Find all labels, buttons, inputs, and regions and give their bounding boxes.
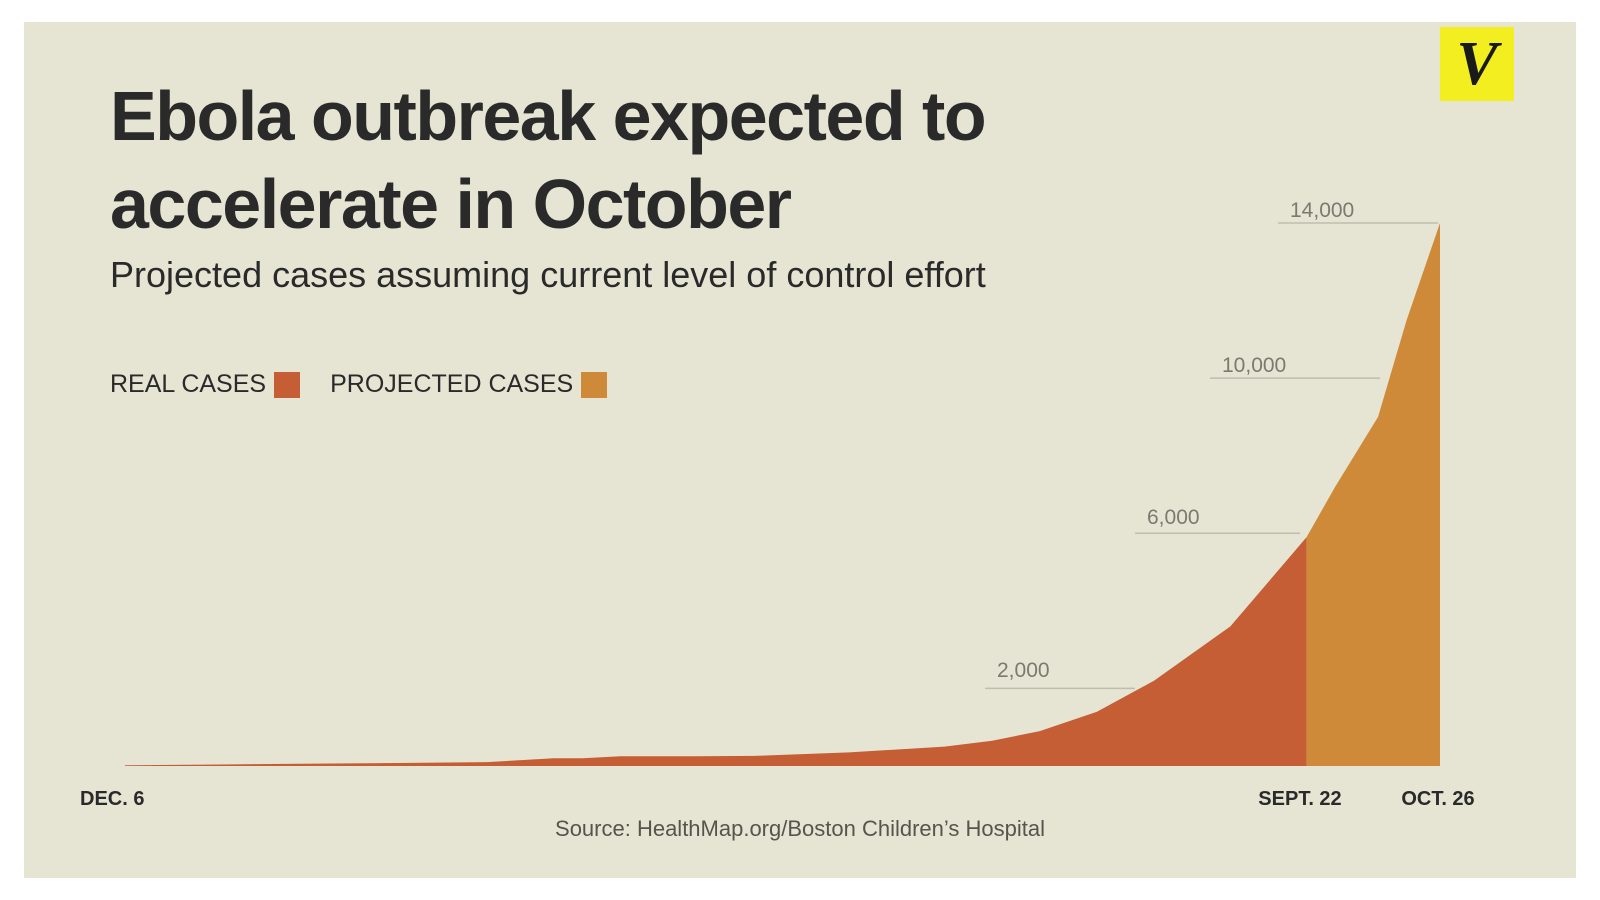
legend-label-real-cases: REAL CASES — [110, 370, 267, 398]
legend-item-projected-cases: PROJECTED CASES — [330, 370, 608, 399]
reference-label-10000: 10,000 — [1222, 354, 1286, 377]
legend-swatch-real-cases — [274, 371, 301, 398]
reference-label-2000: 2,000 — [997, 659, 1050, 682]
vox-logo: V — [1440, 27, 1514, 101]
x-axis-labels: DEC. 6 SEPT. 22 OCT. 26 — [80, 788, 1475, 810]
legend-label-projected-cases: PROJECTED CASES — [330, 370, 574, 398]
x-tick-label: SEPT. 22 — [1258, 788, 1341, 810]
legend-item-real-cases: REAL CASES — [110, 370, 301, 399]
chart-title: Ebola outbreak expected to accelerate in… — [110, 77, 987, 243]
reference-label-14000: 14,000 — [1290, 199, 1354, 222]
area-projected-cases — [1306, 223, 1440, 766]
area-real-cases — [125, 537, 1307, 766]
reference-label-6000: 6,000 — [1147, 506, 1200, 529]
chart-areas — [125, 223, 1440, 766]
legend-swatch-projected-cases — [581, 371, 608, 398]
legend: REAL CASES PROJECTED CASES — [110, 370, 637, 399]
x-tick-label: DEC. 6 — [80, 788, 144, 810]
source-note: Source: HealthMap.org/Boston Children’s … — [555, 816, 1045, 841]
chart-subtitle: Projected cases assuming current level o… — [110, 254, 986, 295]
reference-lines: 2,000 6,000 10,000 14,000 — [985, 199, 1438, 690]
x-tick-label: OCT. 26 — [1401, 788, 1474, 810]
